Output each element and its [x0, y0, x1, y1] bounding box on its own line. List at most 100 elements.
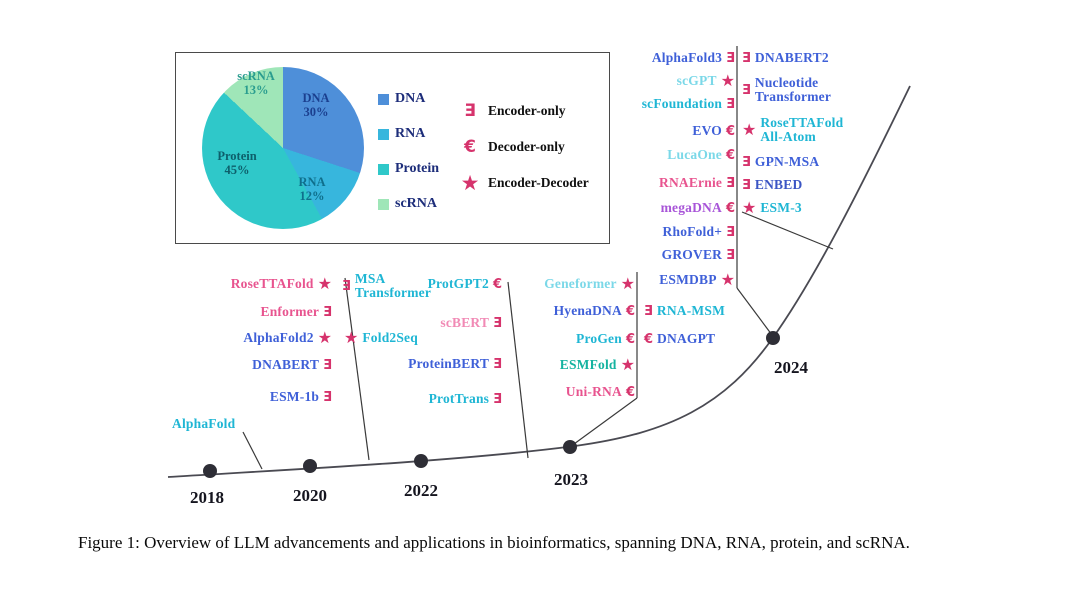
model-lucaone: LucaOne €: [667, 147, 735, 163]
pie-legend-panel: scRNA 13% DNA 30% Protein 45% RNA 12% DN…: [175, 52, 610, 244]
pie-slice-label-scrna: scRNA 13%: [237, 69, 275, 97]
protein-color-swatch: [378, 163, 389, 175]
decoder-only-icon: €: [625, 331, 635, 347]
model-uni-rna: Uni-RNA €: [565, 384, 635, 400]
encoder-decoder-icon: ★: [317, 328, 332, 347]
model-rnaernie: RNAErnie Ǝ: [659, 175, 735, 191]
model-rosettafold: RoseTTAFold ★: [230, 274, 332, 293]
encoder-decoder-icon: ★: [720, 71, 735, 90]
encoder-decoder-icon: ★: [620, 274, 635, 293]
year-label-2024: 2024: [774, 358, 808, 377]
decoder-only-icon: €: [725, 147, 735, 163]
figure-caption: Figure 1: Overview of LLM advancements a…: [78, 533, 910, 552]
year-label-2023: 2023: [554, 470, 588, 489]
encoder-only-icon: Ǝ: [726, 175, 735, 191]
model-esmfold: ESMFold ★: [559, 355, 635, 374]
model-nucleotide-transformer: Ǝ Nucleotide Transformer: [742, 75, 832, 105]
model-gpn-msa: Ǝ GPN-MSA: [742, 154, 820, 170]
model-esm-1b: ESM-1b Ǝ: [269, 389, 332, 405]
decoder-only-icon: €: [725, 123, 735, 139]
encoder-decoder-icon: ★: [742, 120, 757, 140]
connector-2024b: [741, 211, 834, 250]
legend-item-dna: DNA: [378, 91, 425, 107]
model-esmdbp: ESMDBP ★: [659, 270, 735, 289]
timeline-dot-2024: [766, 331, 780, 345]
encoder-only-icon: Ǝ: [323, 389, 332, 405]
model-alphafold3: AlphaFold3 Ǝ: [651, 50, 735, 66]
encoder-only-icon: Ǝ: [464, 101, 476, 121]
legend-item-protein: Protein: [378, 161, 439, 177]
model-rhofold-plus: RhoFold+ Ǝ: [662, 224, 735, 240]
encoder-only-icon: Ǝ: [742, 154, 751, 170]
model-prottrans: ProtTrans Ǝ: [428, 391, 502, 407]
connector-2024: [736, 287, 773, 336]
encoder-decoder-icon: ★: [620, 355, 635, 374]
model-alphafold: AlphaFold: [172, 416, 236, 431]
connector-2023: [573, 397, 638, 445]
model-dnabert: DNABERT Ǝ: [252, 357, 332, 373]
decoder-only-icon: €: [725, 200, 735, 216]
model-alphafold2: AlphaFold2 ★: [243, 328, 332, 347]
model-protgpt2: ProtGPT2 €: [427, 276, 502, 292]
encoder-only-icon: Ǝ: [742, 50, 751, 66]
model-hyenadna: HyenaDNA €: [553, 303, 635, 319]
model-dnabert2: Ǝ DNABERT2: [742, 50, 829, 66]
pie-slice-label-rna: RNA 12%: [298, 175, 326, 203]
model-progen: ProGen €: [576, 331, 635, 347]
encoder-decoder-icon: ★: [317, 274, 332, 293]
model-proteinbert: ProteinBERT Ǝ: [408, 356, 502, 372]
timeline-dot-2020: [303, 459, 317, 473]
encoder-only-label: Encoder-only: [488, 103, 566, 118]
year-label-2020: 2020: [293, 486, 327, 505]
year-label-2018: 2018: [190, 488, 224, 507]
timeline-dot-2018: [203, 464, 217, 478]
legend-item-scrna: scRNA: [378, 196, 437, 212]
legend-item-rna: RNA: [378, 126, 425, 142]
model-enformer: Enformer Ǝ: [260, 304, 332, 320]
connector-2018: [242, 431, 263, 470]
encoder-only-icon: Ǝ: [342, 278, 351, 294]
year-label-2022: 2022: [404, 481, 438, 500]
decoder-only-icon: €: [464, 137, 476, 157]
model-esm-3: ★ ESM-3: [742, 198, 802, 217]
encoder-only-icon: Ǝ: [726, 50, 735, 66]
rna-color-swatch: [378, 128, 389, 140]
encoder-only-icon: Ǝ: [726, 96, 735, 112]
encoder-only-icon: Ǝ: [726, 247, 735, 263]
model-grover: GROVER Ǝ: [661, 247, 735, 263]
dna-color-swatch: [378, 93, 389, 105]
model-scgpt: scGPT ★: [676, 71, 735, 90]
encoder-only-icon: Ǝ: [323, 357, 332, 373]
model-megadna: megaDNA €: [660, 200, 735, 216]
encoder-only-icon: Ǝ: [493, 391, 502, 407]
model-dnagpt: € DNAGPT: [644, 331, 716, 347]
model-evo: EVO €: [692, 123, 735, 139]
timeline-dot-2022: [414, 454, 428, 468]
encoder-only-icon: Ǝ: [644, 303, 653, 319]
model-scfoundation: scFoundation Ǝ: [641, 96, 735, 112]
model-rna-msm: Ǝ RNA-MSM: [644, 303, 726, 319]
model-enbed: Ǝ ENBED: [742, 177, 803, 193]
scrna-color-swatch: [378, 198, 389, 210]
encoder-only-icon: Ǝ: [493, 356, 502, 372]
encoder-only-icon: Ǝ: [493, 315, 502, 331]
encoder-only-icon: Ǝ: [742, 177, 751, 193]
model-fold2seq: ★ Fold2Seq: [344, 328, 418, 347]
encoder-decoder-icon: ★: [720, 270, 735, 289]
decoder-only-icon: €: [644, 331, 654, 347]
model-scbert: scBERT Ǝ: [440, 315, 502, 331]
encoder-decoder-label: Encoder-Decoder: [488, 175, 589, 190]
pie-slice-label-dna: DNA 30%: [302, 91, 330, 119]
encoder-only-icon: Ǝ: [726, 224, 735, 240]
encoder-decoder-icon: ★: [344, 328, 359, 347]
encoder-decoder-icon: ★: [742, 198, 757, 217]
model-rosettafold-all-atom: ★ RoseTTAFold All-Atom: [742, 115, 844, 145]
decoder-only-icon: €: [625, 303, 635, 319]
encoder-only-icon: Ǝ: [742, 82, 751, 98]
pie-slice-label-protein: Protein 45%: [217, 149, 257, 177]
encoder-only-icon: Ǝ: [323, 304, 332, 320]
decoder-only-label: Decoder-only: [488, 139, 565, 154]
timeline-dot-2023: [563, 440, 577, 454]
model-msa-transformer: Ǝ MSA Transformer: [342, 271, 432, 301]
